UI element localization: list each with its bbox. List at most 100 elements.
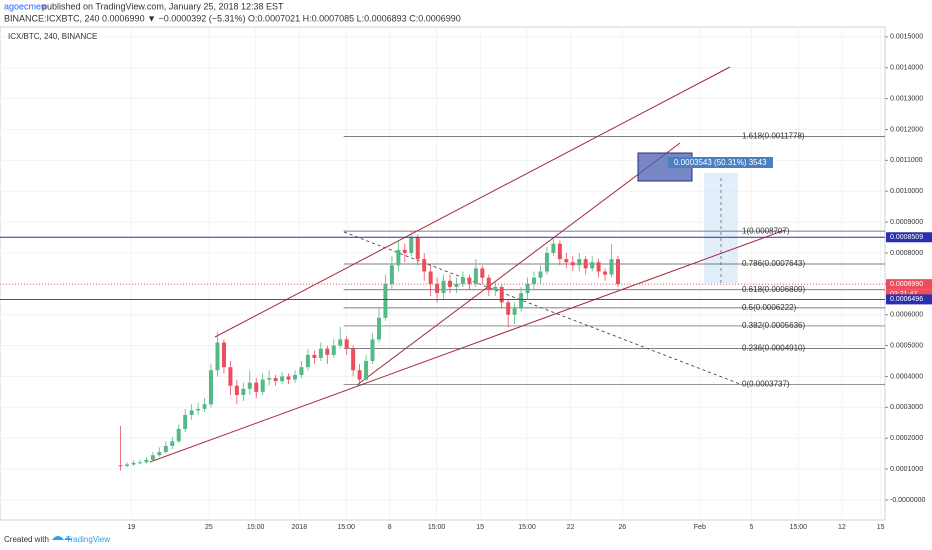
author[interactable]: agoecmen xyxy=(4,1,46,11)
candle-body xyxy=(260,379,265,392)
candles xyxy=(118,231,620,471)
candle-body xyxy=(525,283,530,294)
symbol-header: BINANCE:ICXBTC, 240 0.0006990 ▼ −0.00003… xyxy=(4,13,461,23)
candle-body xyxy=(441,280,446,294)
candle-body xyxy=(202,404,207,409)
grid xyxy=(0,27,885,520)
y-tick-label: 0.0002000 xyxy=(890,435,923,442)
candle-body xyxy=(506,302,511,315)
candle-body xyxy=(532,277,537,284)
candle-body xyxy=(325,348,330,355)
plot-frame xyxy=(0,26,886,521)
candle-body xyxy=(544,252,549,272)
candle-body xyxy=(415,237,420,260)
candle-body xyxy=(144,459,149,463)
candle-body xyxy=(234,385,239,395)
candle-body xyxy=(499,286,504,303)
candle-body xyxy=(170,441,175,446)
candle-body xyxy=(293,374,297,380)
candle-body xyxy=(512,308,517,315)
tv-logo xyxy=(52,536,72,540)
x-tick-label: 2018 xyxy=(292,524,308,531)
x-tick-label: 15:00 xyxy=(247,524,265,531)
candle-body xyxy=(157,452,162,456)
x-tick-label: 15:00 xyxy=(428,524,446,531)
candle-body xyxy=(583,259,588,269)
candle-body xyxy=(305,354,310,368)
candle-body xyxy=(577,259,582,266)
candle-body xyxy=(389,265,394,284)
candle-body xyxy=(564,259,569,263)
price-label: 0.0008509 xyxy=(890,234,923,241)
y-tick-label: 0.0005000 xyxy=(890,342,923,349)
candle-body xyxy=(486,277,491,291)
chart-legend: ICX/BTC, 240, BINANCE xyxy=(8,32,97,41)
candle-body xyxy=(137,462,142,464)
y-tick-label: 0.0011000 xyxy=(890,157,923,164)
candle-body xyxy=(435,283,440,294)
candle-body xyxy=(480,268,485,278)
x-tick-label: 15:00 xyxy=(790,524,808,531)
candle-body xyxy=(163,445,168,453)
candle-body xyxy=(131,462,136,465)
candle-body xyxy=(570,262,575,266)
x-tick-label: 8 xyxy=(388,524,392,531)
candle-body xyxy=(609,259,614,275)
candle-body xyxy=(189,410,194,416)
candle-body xyxy=(318,348,323,358)
price-label: 0.0006990 xyxy=(890,281,923,288)
y-tick-label: 0.0012000 xyxy=(890,126,923,133)
y-tick-label: 0.0015000 xyxy=(890,34,923,41)
candle-body xyxy=(215,342,220,371)
x-tick-label: 12 xyxy=(838,524,846,531)
candle-body xyxy=(557,243,562,260)
price-label-bg xyxy=(886,232,932,243)
candle-body xyxy=(118,465,123,467)
x-tick-label: 26 xyxy=(618,524,626,531)
candle-body xyxy=(615,259,620,285)
candle-body xyxy=(402,249,407,253)
candle-body xyxy=(338,339,343,346)
x-tick-label: 22 xyxy=(567,524,575,531)
x-tick-label: 15:00 xyxy=(518,524,536,531)
x-tick-label: 15 xyxy=(877,524,885,531)
measure-label: 0.0003543 (50.31%) 3543 xyxy=(674,158,767,167)
candle-body xyxy=(254,382,259,392)
fib-label: 1(0.0008707) xyxy=(742,226,790,235)
y-tick-label: 0.0003000 xyxy=(890,404,923,411)
candle-body xyxy=(344,339,349,349)
y-tick-label: 0.0010000 xyxy=(890,188,923,195)
candle-body xyxy=(519,293,524,309)
y-tick-label: 0.0001000 xyxy=(890,466,923,473)
x-tick-label: 15:00 xyxy=(337,524,355,531)
candle-body xyxy=(221,342,226,368)
candle-body xyxy=(176,428,181,442)
y-tick-label: 0.0006000 xyxy=(890,312,923,319)
fib-label: 0.5(0.0006222) xyxy=(742,303,797,312)
fib-label: 1.618(0.0011778) xyxy=(742,131,805,140)
candle-body xyxy=(280,376,285,382)
candle-body xyxy=(286,376,291,380)
candle-body xyxy=(383,283,388,318)
candle-body xyxy=(370,339,375,362)
footer-brand[interactable]: TradingView xyxy=(66,535,110,544)
candle-body xyxy=(364,361,369,380)
x-tick-label: 25 xyxy=(205,524,213,531)
candle-body xyxy=(422,259,427,272)
countdown-bg xyxy=(886,289,932,300)
candle-body xyxy=(460,277,465,284)
candle-body xyxy=(125,464,130,466)
candle-body xyxy=(396,249,401,266)
price-label-bg xyxy=(886,279,932,290)
x-tick-label: Feb xyxy=(694,524,706,531)
candle-body xyxy=(183,415,188,429)
fib-label: 0.236(0.0004910) xyxy=(742,343,806,352)
fib-label: 0.618(0.0006809) xyxy=(742,285,806,294)
candle-body xyxy=(376,317,381,340)
candle-body xyxy=(428,271,433,284)
x-tick-label: 15 xyxy=(476,524,484,531)
candle-body xyxy=(299,367,304,375)
candle-body xyxy=(603,271,608,275)
